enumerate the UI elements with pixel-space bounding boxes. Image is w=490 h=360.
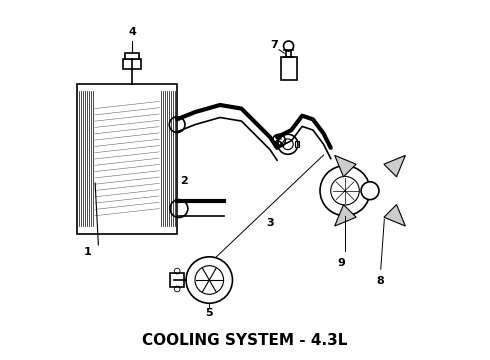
Polygon shape	[335, 156, 356, 177]
Text: 4: 4	[128, 27, 136, 37]
Text: 6: 6	[274, 138, 282, 148]
Text: 8: 8	[377, 276, 385, 285]
Text: COOLING SYSTEM - 4.3L: COOLING SYSTEM - 4.3L	[142, 333, 348, 348]
Text: 2: 2	[180, 176, 188, 185]
Bar	[123, 59, 141, 69]
Polygon shape	[384, 204, 405, 226]
Bar	[125, 53, 139, 59]
Bar	[273, 141, 278, 147]
Bar	[295, 141, 299, 147]
Polygon shape	[335, 204, 356, 226]
Polygon shape	[384, 156, 405, 177]
Text: 3: 3	[266, 219, 274, 229]
Bar	[77, 84, 177, 234]
Bar	[281, 57, 297, 80]
Text: 5: 5	[205, 308, 213, 318]
Text: 1: 1	[84, 247, 92, 257]
Bar	[170, 273, 184, 287]
Text: 7: 7	[270, 40, 278, 50]
Circle shape	[361, 182, 379, 200]
Text: 9: 9	[338, 258, 345, 268]
